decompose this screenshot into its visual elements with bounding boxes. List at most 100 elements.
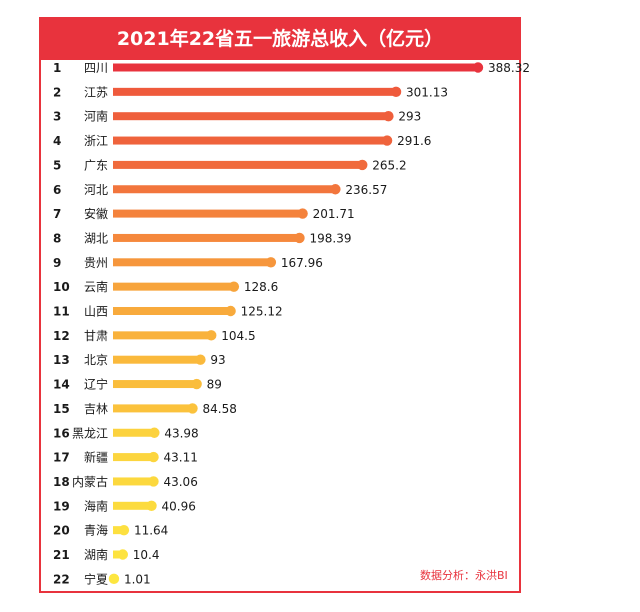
bar-end-dot: [191, 378, 202, 390]
bar-end-dot: [225, 305, 236, 317]
bar-end-dot: [149, 427, 160, 438]
value-label: 1.01: [124, 572, 151, 586]
bar-end-dot: [146, 500, 157, 511]
rank-label: 3: [53, 110, 61, 124]
bar-end-dot: [108, 573, 120, 585]
bar: [113, 258, 271, 267]
rank-label: 12: [53, 329, 70, 343]
rank-label: 9: [53, 256, 61, 270]
value-label: 265.2: [372, 158, 406, 172]
bar-end-dot: [148, 476, 159, 487]
value-label: 198.39: [309, 231, 351, 245]
bar-end-dot: [472, 62, 484, 73]
category-label: 新疆: [84, 450, 108, 465]
source-note: 数据分析：永洪BI: [420, 569, 508, 582]
value-label: 43.11: [164, 451, 198, 465]
rank-label: 16: [53, 426, 70, 440]
bar-end-dot: [195, 354, 206, 365]
bar: [113, 63, 478, 72]
bar: [113, 355, 201, 364]
value-label: 43.06: [163, 475, 197, 489]
value-label: 11.64: [134, 524, 168, 538]
value-label: 125.12: [241, 305, 283, 319]
bar-end-dot: [381, 135, 393, 146]
category-label: 河南: [84, 109, 108, 124]
chart-title: 2021年22省五一旅游总收入（亿元）: [41, 19, 519, 60]
category-label: 青海: [84, 523, 108, 538]
value-label: 291.6: [397, 134, 431, 148]
value-label: 93: [210, 353, 225, 367]
bar: [113, 404, 193, 413]
value-label: 236.57: [345, 183, 387, 197]
value-label: 388.32: [488, 61, 530, 75]
bar-end-dot: [117, 549, 128, 560]
bar-end-dot: [118, 524, 130, 536]
value-label: 128.6: [244, 280, 278, 294]
rank-label: 15: [53, 402, 70, 416]
category-label: 北京: [84, 353, 108, 367]
value-label: 301.13: [406, 85, 448, 99]
bar-end-dot: [228, 281, 240, 292]
bar: [113, 87, 397, 96]
bar: [113, 282, 234, 291]
category-label: 黑龙江: [72, 426, 108, 440]
rank-label: 7: [53, 207, 61, 221]
bar-end-dot: [148, 451, 159, 463]
bar: [113, 453, 154, 462]
bar-end-dot: [383, 111, 394, 122]
value-label: 104.5: [221, 329, 255, 343]
value-label: 43.98: [164, 426, 198, 440]
bar: [113, 501, 152, 510]
category-label: 云南: [84, 279, 108, 294]
category-label: 贵州: [84, 256, 108, 270]
category-label: 湖北: [84, 230, 108, 245]
bar: [113, 112, 389, 121]
value-label: 201.71: [313, 207, 355, 221]
bar: [113, 526, 124, 535]
rank-label: 14: [53, 378, 70, 392]
bar: [113, 331, 212, 340]
bar: [113, 185, 336, 194]
bar: [113, 380, 197, 389]
rank-label: 8: [53, 231, 61, 245]
category-label: 辽宁: [84, 377, 108, 392]
bar: [113, 233, 300, 242]
category-label: 四川: [84, 61, 108, 75]
rank-label: 21: [53, 548, 70, 562]
rank-label: 19: [53, 499, 70, 513]
value-label: 167.96: [281, 256, 323, 270]
bar-end-dot: [330, 184, 341, 195]
bar-end-dot: [297, 208, 308, 219]
rank-label: 2: [53, 85, 61, 99]
bar: [113, 160, 363, 169]
rank-label: 18: [53, 475, 70, 489]
bar-end-dot: [265, 257, 277, 268]
rank-label: 13: [53, 353, 70, 367]
bar: [113, 136, 388, 145]
value-label: 10.4: [133, 548, 160, 562]
category-label: 吉林: [84, 402, 108, 416]
rank-label: 4: [53, 134, 61, 148]
rank-label: 11: [53, 305, 70, 319]
category-label: 湖南: [84, 547, 108, 562]
bar: [113, 209, 303, 218]
bar: [113, 307, 231, 315]
rank-label: 6: [53, 183, 61, 197]
bar: [113, 428, 155, 437]
rank-label: 20: [53, 524, 70, 538]
value-label: 40.96: [162, 499, 196, 513]
value-label: 89: [207, 378, 222, 392]
value-label: 293: [398, 110, 421, 124]
rank-label: 5: [53, 158, 61, 172]
category-label: 宁夏: [84, 571, 108, 586]
category-label: 河北: [84, 183, 108, 197]
category-label: 安徽: [84, 206, 108, 221]
bar: [113, 477, 154, 486]
category-label: 浙江: [84, 134, 108, 148]
value-label: 84.58: [203, 402, 237, 416]
category-label: 甘肃: [84, 329, 108, 343]
bar-end-dot: [294, 232, 305, 244]
bar-end-dot: [206, 330, 217, 341]
category-label: 内蒙古: [72, 474, 108, 489]
